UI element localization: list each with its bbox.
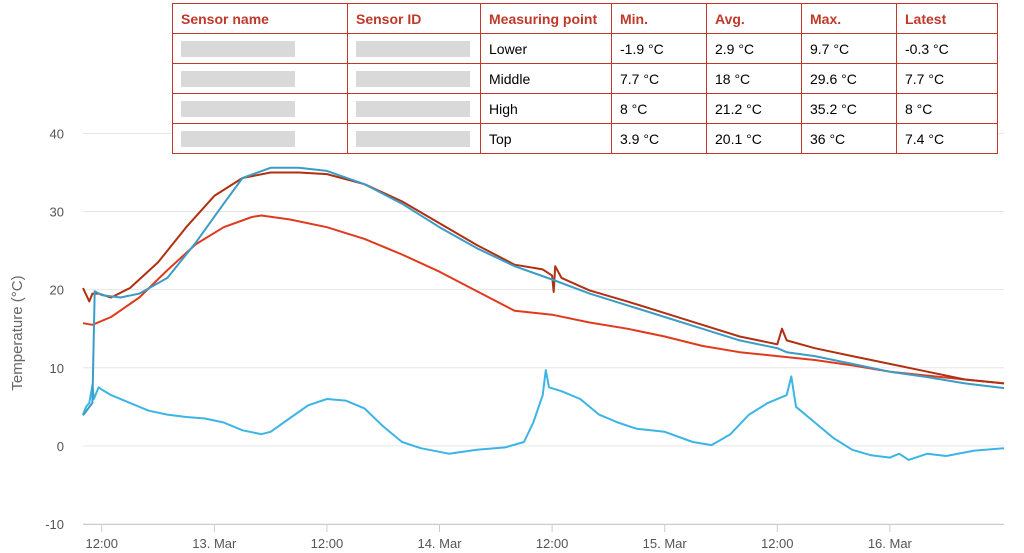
sensor-name-cell <box>172 123 348 154</box>
x-tick-label: 12:00 <box>85 536 118 551</box>
redacted-block <box>181 41 295 58</box>
y-tick-label: 40 <box>50 126 64 141</box>
max-cell: 35.2 °C <box>801 93 897 124</box>
measuring-point-cell: High <box>480 93 612 124</box>
min-cell: -1.9 °C <box>611 33 707 64</box>
y-tick-label: 30 <box>50 205 64 220</box>
redacted-block <box>356 101 470 118</box>
header-sensor-id: Sensor ID <box>347 3 481 34</box>
latest-cell: 7.4 °C <box>896 123 998 154</box>
max-cell: 29.6 °C <box>801 63 897 94</box>
header-min: Min. <box>611 3 707 34</box>
header-measuring-point: Measuring point <box>480 3 612 34</box>
sensor-id-cell <box>347 63 481 94</box>
table-header-row: Sensor name Sensor ID Measuring point Mi… <box>172 3 998 34</box>
latest-cell: -0.3 °C <box>896 33 998 64</box>
series-line-4 <box>82 166 1005 417</box>
avg-cell: 20.1 °C <box>706 123 802 154</box>
sensor-name-cell <box>172 63 348 94</box>
sensor-id-cell <box>347 33 481 64</box>
x-tick-label: 16. Mar <box>868 536 913 551</box>
sensor-id-cell <box>347 93 481 124</box>
x-tick-label: 12:00 <box>536 536 569 551</box>
table-row: Lower -1.9 °C 2.9 °C 9.7 °C -0.3 °C <box>172 33 998 64</box>
y-tick-label: 10 <box>50 361 64 376</box>
series-lines <box>82 166 1005 461</box>
x-tick-label: 12:00 <box>761 536 794 551</box>
header-max: Max. <box>801 3 897 34</box>
redacted-block <box>356 41 470 58</box>
y-tick-labels: -10 0 10 20 30 40 <box>45 126 64 532</box>
sensor-id-cell <box>347 123 481 154</box>
series-line-1 <box>82 369 1005 461</box>
redacted-block <box>181 71 295 88</box>
redacted-block <box>356 71 470 88</box>
redacted-block <box>181 131 295 148</box>
latest-cell: 8 °C <box>896 93 998 124</box>
sensor-stats-table: Sensor name Sensor ID Measuring point Mi… <box>172 3 998 154</box>
latest-cell: 7.7 °C <box>896 63 998 94</box>
avg-cell: 21.2 °C <box>706 93 802 124</box>
min-cell: 7.7 °C <box>611 63 707 94</box>
header-avg: Avg. <box>706 3 802 34</box>
avg-cell: 2.9 °C <box>706 33 802 64</box>
x-tick-labels: 12:00 13. Mar 12:00 14. Mar 12:00 15. Mar 12:0… <box>85 524 913 551</box>
header-sensor-name: Sensor name <box>172 3 348 34</box>
y-tick-label: -10 <box>45 517 64 532</box>
sensor-name-cell <box>172 33 348 64</box>
measuring-point-cell: Top <box>480 123 612 154</box>
y-axis-title: Temperature (°C) <box>9 275 26 390</box>
sensor-name-cell <box>172 93 348 124</box>
min-cell: 8 °C <box>611 93 707 124</box>
y-tick-label: 20 <box>50 283 64 298</box>
series-line-3 <box>82 171 1005 385</box>
x-tick-label: 12:00 <box>311 536 344 551</box>
x-tick-label: 13. Mar <box>192 536 237 551</box>
max-cell: 9.7 °C <box>801 33 897 64</box>
redacted-block <box>181 101 295 118</box>
min-cell: 3.9 °C <box>611 123 707 154</box>
header-latest: Latest <box>896 3 998 34</box>
x-tick-label: 14. Mar <box>417 536 462 551</box>
max-cell: 36 °C <box>801 123 897 154</box>
x-tick-label: 15. Mar <box>643 536 688 551</box>
avg-cell: 18 °C <box>706 63 802 94</box>
measuring-point-cell: Lower <box>480 33 612 64</box>
measuring-point-cell: Middle <box>480 63 612 94</box>
table-row: Middle 7.7 °C 18 °C 29.6 °C 7.7 °C <box>172 63 998 94</box>
y-tick-label: 0 <box>57 439 64 454</box>
redacted-block <box>356 131 470 148</box>
table-row: Top 3.9 °C 20.1 °C 36 °C 7.4 °C <box>172 123 998 154</box>
table-row: High 8 °C 21.2 °C 35.2 °C 8 °C <box>172 93 998 124</box>
